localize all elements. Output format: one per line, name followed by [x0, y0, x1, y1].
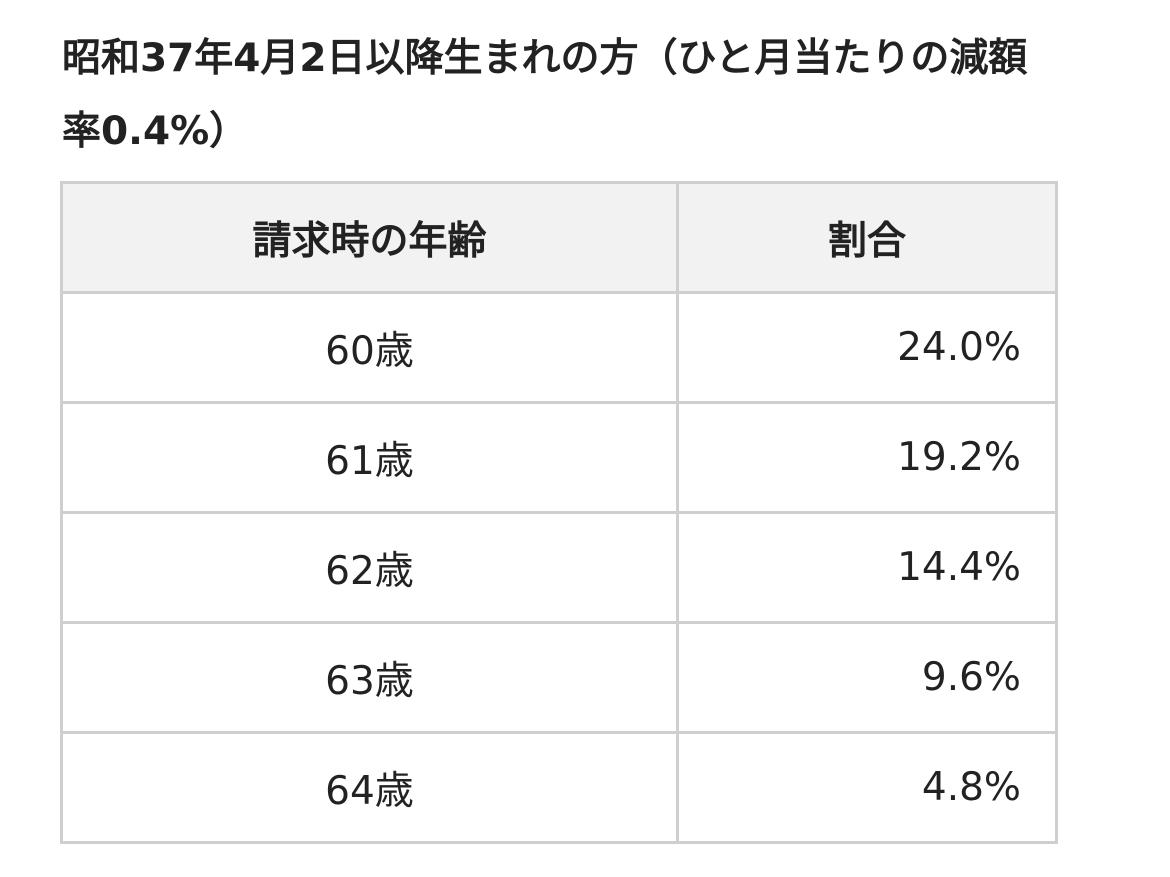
rate-cell: 19.2%	[676, 401, 1058, 514]
rate-cell: 9.6%	[676, 621, 1058, 734]
rate-cell: 24.0%	[676, 291, 1058, 404]
table-row: 64歳 4.8%	[60, 731, 1058, 844]
rate-cell: 4.8%	[676, 731, 1058, 844]
table-row: 61歳 19.2%	[60, 401, 1058, 514]
table-row: 60歳 24.0%	[60, 291, 1058, 404]
age-cell: 64歳	[60, 731, 679, 844]
header-cell: 請求時の年齢	[60, 181, 679, 294]
table-row: 63歳 9.6%	[60, 621, 1058, 734]
table: 請求時の年齢 割合 60歳 24.0% 61歳 19.2% 62歳 14.4% 63歳 9.6%…	[60, 181, 1058, 844]
age-cell: 60歳	[60, 291, 679, 404]
header-row: 請求時の年齢 割合	[60, 181, 1058, 294]
age-cell: 61歳	[60, 401, 679, 514]
header-cell: 割合	[676, 181, 1058, 294]
table-body: 60歳 24.0% 61歳 19.2% 62歳 14.4% 63歳 9.6% 64歳 4.8%	[60, 291, 1058, 844]
age-cell: 62歳	[60, 511, 679, 624]
rate-cell: 14.4%	[676, 511, 1058, 624]
table-row: 62歳 14.4%	[60, 511, 1058, 624]
heading: 昭和37年4月2日以降生まれの方（ひと月当たりの減額率0.4%）	[62, 36, 1028, 154]
age-cell: 63歳	[60, 621, 679, 734]
